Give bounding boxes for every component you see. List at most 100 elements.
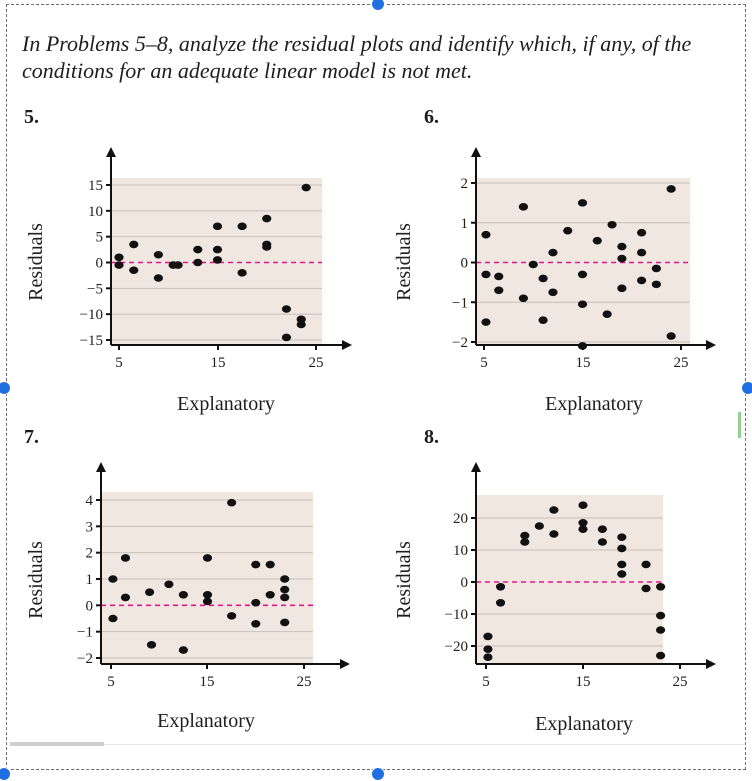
data-point [578, 519, 588, 527]
data-point [129, 266, 139, 275]
problem-number-7: 7. [24, 426, 39, 448]
data-point [153, 274, 163, 282]
x-tick-label: 25 [297, 674, 312, 690]
data-point [666, 332, 676, 340]
data-point [227, 498, 237, 507]
x-axis-label: Explanatory [177, 393, 275, 415]
y-axis-arrow [96, 462, 106, 472]
y-tick-label: 5 [96, 230, 104, 246]
y-tick-label: 20 [453, 511, 468, 527]
data-point [548, 248, 558, 257]
data-point [495, 583, 506, 591]
data-point [538, 316, 548, 324]
data-point [262, 243, 272, 251]
resize-handle-left[interactable] [0, 381, 11, 395]
y-tick-label: 4 [86, 493, 94, 509]
y-axis-arrow [106, 147, 116, 157]
data-point [578, 525, 588, 533]
y-tick-label: 10 [88, 204, 103, 220]
data-point [251, 619, 261, 628]
data-point [656, 611, 666, 620]
y-tick-label: 0 [86, 598, 94, 614]
data-point [251, 598, 261, 607]
data-point [114, 253, 124, 262]
data-point [173, 261, 183, 269]
data-point [251, 560, 261, 569]
plot-background [476, 495, 663, 664]
y-tick-label: 0 [96, 256, 104, 272]
x-axis-label: Explanatory [545, 393, 643, 415]
data-point [577, 199, 588, 207]
plot-background [101, 492, 313, 664]
y-tick-label: 3 [86, 519, 94, 535]
problem-number-5: 5. [24, 106, 39, 128]
data-point [534, 522, 544, 530]
y-tick-label: 1 [461, 216, 469, 232]
x-tick-label: 15 [576, 355, 591, 371]
data-point [549, 506, 559, 514]
data-point [114, 261, 124, 269]
data-point [607, 220, 617, 229]
data-point [202, 591, 213, 599]
x-tick-label: 5 [482, 674, 490, 690]
data-point [145, 588, 155, 596]
x-axis-label: Explanatory [157, 710, 255, 732]
y-tick-label: −10 [445, 607, 468, 623]
x-tick-label: 25 [674, 355, 689, 371]
data-point [528, 260, 538, 269]
data-point [237, 222, 247, 231]
data-point [483, 645, 493, 653]
data-point [637, 228, 647, 237]
data-point [281, 305, 292, 313]
data-point [592, 236, 602, 245]
data-point [518, 203, 529, 211]
side-marker [738, 412, 741, 438]
data-point [637, 248, 647, 257]
data-point [153, 250, 163, 259]
resize-handle-top[interactable] [371, 0, 385, 11]
y-tick-label: 0 [461, 575, 469, 591]
resize-handle-right[interactable] [741, 381, 752, 395]
x-axis-arrow [706, 340, 716, 350]
problem-instruction: In Problems 5–8, analyze the residual pl… [22, 31, 692, 83]
data-point [202, 597, 213, 606]
data-point [495, 599, 506, 607]
data-point [280, 585, 290, 594]
y-tick-label: −5 [87, 281, 103, 297]
data-point [518, 294, 529, 303]
data-point [212, 256, 223, 264]
data-point [481, 270, 491, 279]
data-point [617, 254, 627, 263]
x-tick-label: 5 [480, 355, 488, 371]
data-point [641, 560, 651, 569]
y-tick-label: −10 [80, 307, 103, 323]
data-point [193, 245, 203, 254]
data-point [120, 593, 131, 602]
y-axis-label: Residuals [25, 541, 47, 619]
data-point [280, 575, 290, 583]
data-point [146, 641, 157, 649]
x-tick-label: 25 [673, 674, 688, 690]
y-tick-label: 10 [453, 543, 468, 559]
data-point [617, 560, 627, 569]
data-point [108, 614, 118, 623]
data-point [212, 222, 223, 231]
data-point [296, 320, 306, 329]
data-point [483, 632, 493, 641]
data-point [656, 626, 666, 634]
data-point [641, 584, 651, 593]
data-point [178, 646, 188, 654]
data-point [483, 653, 493, 661]
y-axis-arrow [471, 147, 481, 157]
data-point [617, 544, 627, 553]
data-point [602, 310, 612, 318]
data-point [666, 185, 676, 193]
bottom-divider [104, 744, 744, 745]
data-point [301, 183, 311, 192]
y-tick-label: 0 [461, 256, 469, 272]
data-point [549, 530, 559, 538]
x-tick-label: 5 [107, 674, 115, 690]
data-point [651, 264, 661, 273]
data-point [178, 591, 188, 599]
